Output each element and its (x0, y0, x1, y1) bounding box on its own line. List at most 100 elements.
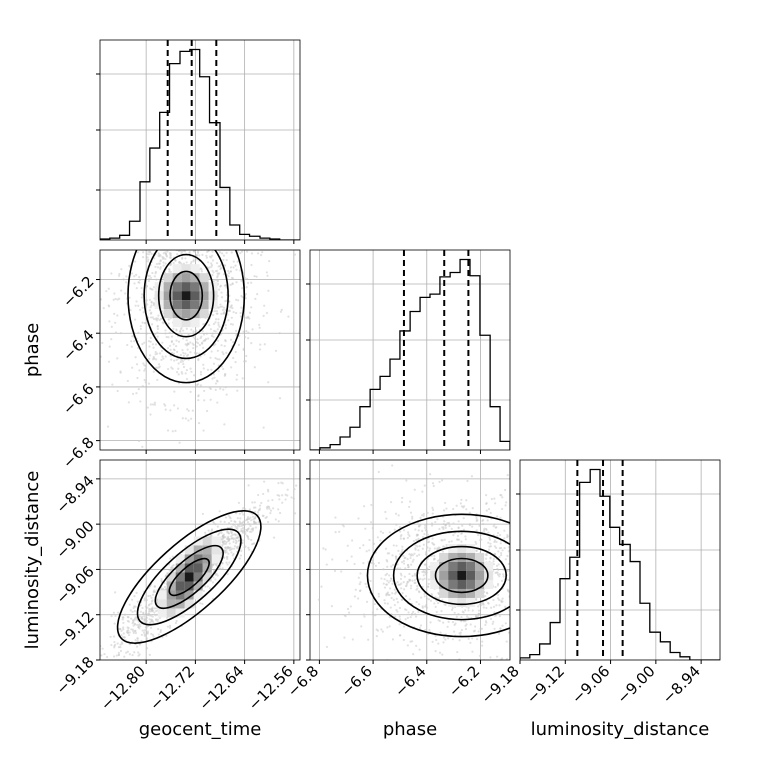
scatter-point (119, 643, 122, 646)
scatter-point (148, 345, 151, 348)
scatter-point (524, 616, 526, 618)
scatter-point (504, 504, 507, 507)
scatter-point (385, 583, 388, 586)
scatter-point (164, 332, 167, 335)
scatter-point (418, 553, 421, 556)
scatter-point (119, 646, 122, 649)
scatter-point (117, 651, 120, 654)
scatter-point (480, 627, 483, 630)
scatter-point (544, 597, 546, 599)
scatter-point (317, 598, 320, 601)
scatter-point (101, 647, 104, 650)
scatter-point (150, 300, 153, 303)
scatter-point (446, 625, 449, 628)
scatter-point (481, 602, 485, 605)
scatter-point (523, 588, 525, 590)
scatter-point (278, 397, 282, 400)
scatter-point (538, 594, 540, 596)
scatter-point (587, 556, 589, 558)
scatter-point (593, 585, 595, 587)
scatter-point (557, 582, 559, 584)
scatter-point (277, 482, 280, 485)
scatter-point (524, 647, 526, 649)
scatter-point (517, 640, 519, 642)
scatter-point (384, 547, 388, 550)
scatter-point (320, 585, 323, 588)
scatter-point (258, 508, 261, 512)
scatter-point (166, 242, 168, 244)
scatter-point (224, 300, 227, 303)
scatter-point (267, 505, 271, 508)
scatter-point (174, 243, 176, 245)
scatter-point (232, 523, 235, 526)
scatter-point (639, 637, 641, 639)
scatter-point (225, 214, 227, 216)
scatter-point (524, 589, 526, 591)
scatter-point (215, 309, 219, 313)
scatter-point (604, 556, 606, 558)
scatter-point (137, 331, 140, 334)
scatter-point (228, 309, 232, 313)
scatter-point (181, 248, 183, 250)
scatter-point (539, 563, 541, 565)
scatter-point (211, 269, 214, 272)
scatter-point (512, 569, 514, 571)
scatter-point (236, 260, 239, 263)
scatter-point (398, 525, 402, 529)
scatter-point (267, 289, 270, 292)
scatter-point (167, 322, 170, 325)
scatter-point (262, 492, 265, 496)
scatter-point (474, 540, 477, 544)
scatter-point (549, 653, 551, 655)
scatter-point (506, 473, 509, 477)
scatter-point (510, 538, 512, 540)
scatter-point (444, 526, 447, 529)
x-tick-label: −12.72 (146, 662, 198, 714)
scatter-point (408, 521, 411, 524)
scatter-point (150, 602, 153, 605)
scatter-point (411, 574, 414, 577)
scatter-point (534, 545, 536, 547)
scatter-point (148, 309, 151, 312)
scatter-point (412, 610, 415, 613)
scatter-point (147, 258, 150, 261)
scatter-point (442, 636, 446, 639)
scatter-point (229, 530, 232, 533)
scatter-point (388, 615, 391, 619)
scatter-point (497, 573, 500, 576)
scatter-point (220, 531, 223, 535)
scatter-point (478, 603, 481, 606)
scatter-point (462, 505, 466, 508)
scatter-point (154, 332, 157, 336)
scatter-point (166, 227, 168, 229)
scatter-point (438, 455, 440, 457)
scatter-point (534, 600, 536, 602)
scatter-point (172, 220, 174, 222)
scatter-point (204, 338, 208, 341)
scatter-point (228, 300, 231, 303)
scatter-point (180, 206, 182, 208)
scatter-point (269, 511, 272, 515)
scatter-point (242, 529, 245, 533)
scatter-point (147, 245, 149, 247)
scatter-point (258, 326, 261, 329)
scatter-point (265, 311, 269, 315)
density-cell (175, 581, 185, 591)
scatter-point (242, 201, 244, 203)
scatter-point (168, 267, 171, 271)
scatter-point (251, 501, 254, 504)
scatter-point (182, 362, 185, 366)
scatter-point (418, 603, 421, 606)
scatter-point (430, 592, 433, 596)
scatter-point (504, 605, 507, 608)
scatter-point (325, 563, 328, 566)
scatter-point (212, 576, 215, 579)
scatter-point (555, 557, 557, 559)
scatter-point (219, 228, 221, 230)
scatter-point (149, 251, 152, 254)
scatter-point (402, 529, 406, 532)
scatter-point (199, 240, 201, 242)
scatter-point (594, 627, 596, 629)
scatter-point (398, 615, 401, 618)
scatter-point (242, 513, 245, 516)
